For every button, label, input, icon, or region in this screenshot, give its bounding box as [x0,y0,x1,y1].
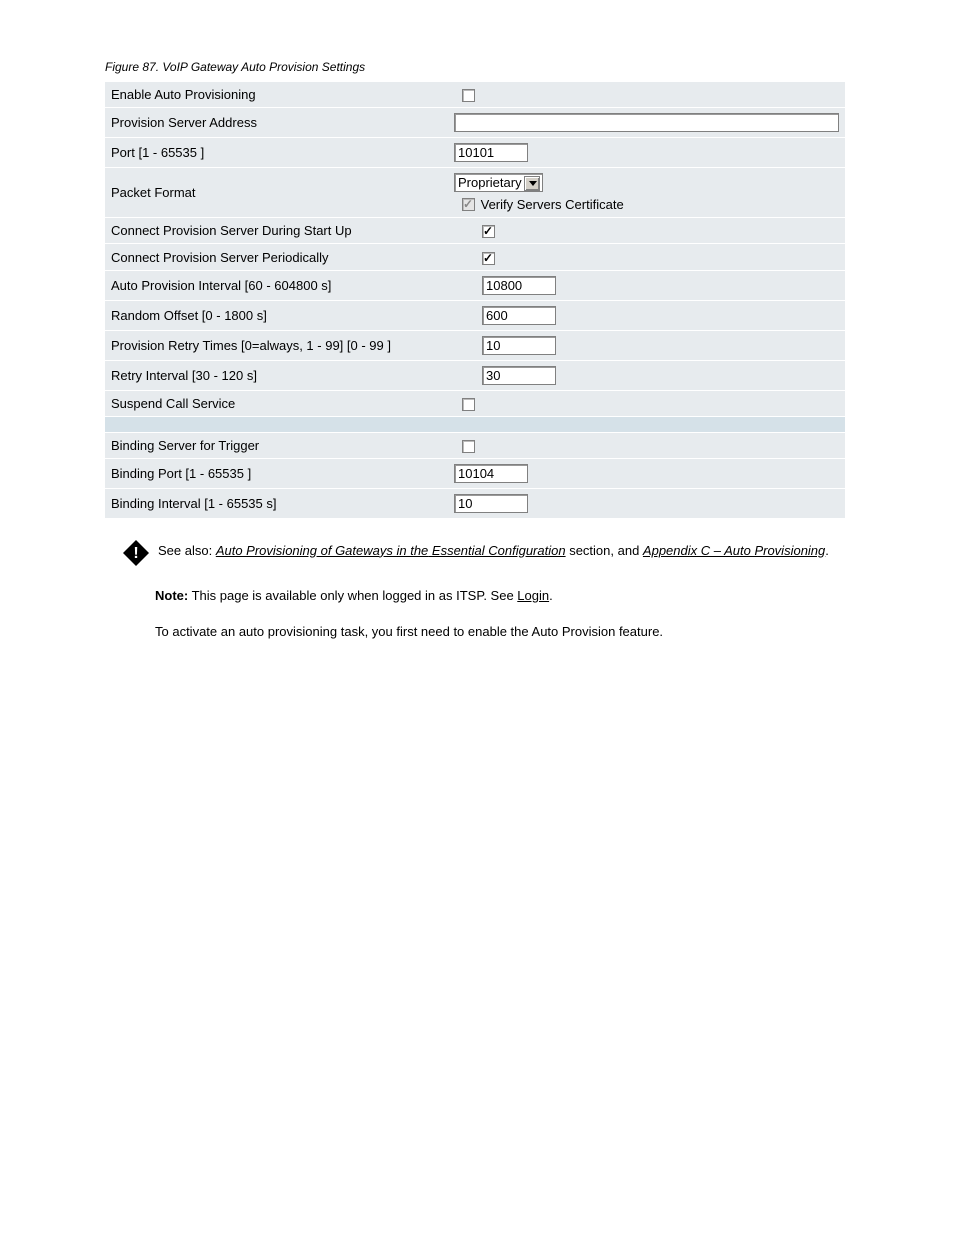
row-retry-interval: Retry Interval [30 - 120 s] [105,360,845,390]
see-also-suffix: . [825,543,829,558]
label-packet-format: Packet Format [105,168,454,218]
label-binding-port: Binding Port [1 - 65535 ] [105,458,454,488]
svg-text:!: ! [133,545,138,562]
select-packet-format-value: Proprietary [458,175,522,190]
label-enable-auto-provisioning: Enable Auto Provisioning [105,82,454,108]
row-suspend-call: Suspend Call Service [105,390,845,416]
label-provision-server-address: Provision Server Address [105,108,454,138]
row-binding-interval: Binding Interval [1 - 65535 s] [105,488,845,518]
label-binding-server: Binding Server for Trigger [105,432,454,458]
row-packet-format: Packet Format Proprietary Verify Servers… [105,168,845,218]
checkbox-connect-start-up[interactable] [482,225,495,238]
checkbox-binding-server[interactable] [462,440,475,453]
see-also-prefix: See also: [158,543,212,558]
label-connect-start-up: Connect Provision Server During Start Up [105,218,454,244]
input-random-offset[interactable] [482,306,556,325]
note-1: Note: This page is available only when l… [155,586,845,606]
row-binding-server: Binding Server for Trigger [105,432,845,458]
checkbox-suspend-call[interactable] [462,398,475,411]
checkbox-enable-auto-provisioning[interactable] [462,89,475,102]
checkbox-verify-certificate [462,198,475,211]
input-binding-port[interactable] [454,464,528,483]
see-also-middle: section, and [566,543,643,558]
label-retry-interval: Retry Interval [30 - 120 s] [105,360,454,390]
note-2: To activate an auto provisioning task, y… [155,622,845,642]
dropdown-arrow-icon [524,176,540,191]
note-1-suffix: . [549,588,553,603]
label-auto-provision-interval: Auto Provision Interval [60 - 604800 s] [105,270,454,300]
row-binding-port: Binding Port [1 - 65535 ] [105,458,845,488]
label-random-offset: Random Offset [0 - 1800 s] [105,300,454,330]
select-packet-format[interactable]: Proprietary [454,173,543,192]
input-retry-interval[interactable] [482,366,556,385]
row-provision-server-address: Provision Server Address [105,108,845,138]
row-enable-auto-provisioning: Enable Auto Provisioning [105,82,845,108]
row-connect-periodically: Connect Provision Server Periodically [105,244,845,270]
input-retry-times[interactable] [482,336,556,355]
row-auto-provision-interval: Auto Provision Interval [60 - 604800 s] [105,270,845,300]
label-retry-times: Provision Retry Times [0=always, 1 - 99]… [105,330,454,360]
note-1-link[interactable]: Login [517,588,549,603]
see-also-link-1[interactable]: Auto Provisioning of Gateways in the Ess… [216,543,566,558]
label-binding-interval: Binding Interval [1 - 65535 s] [105,488,454,518]
see-also-block: ! See also: Auto Provisioning of Gateway… [122,541,860,570]
provision-form-table: Enable Auto Provisioning Provision Serve… [105,82,845,519]
figure-caption: Figure 87. VoIP Gateway Auto Provision S… [105,60,904,74]
note-1-text: This page is available only when logged … [188,588,517,603]
spacer-row [105,416,845,432]
label-port: Port [1 - 65535 ] [105,138,454,168]
row-retry-times: Provision Retry Times [0=always, 1 - 99]… [105,330,845,360]
row-random-offset: Random Offset [0 - 1800 s] [105,300,845,330]
spacer-cell [105,416,845,432]
input-port[interactable] [454,143,528,162]
row-connect-start-up: Connect Provision Server During Start Up [105,218,845,244]
input-provision-server-address[interactable] [454,113,839,132]
label-suspend-call: Suspend Call Service [105,390,454,416]
label-verify-certificate: Verify Servers Certificate [481,197,624,212]
checkbox-connect-periodically[interactable] [482,252,495,265]
input-auto-provision-interval[interactable] [482,276,556,295]
label-connect-periodically: Connect Provision Server Periodically [105,244,454,270]
see-also-link-2[interactable]: Appendix C – Auto Provisioning [643,543,825,558]
input-binding-interval[interactable] [454,494,528,513]
note-1-label: Note: [155,588,188,603]
see-also-text: See also: Auto Provisioning of Gateways … [158,541,829,561]
important-icon: ! [122,539,150,570]
row-port: Port [1 - 65535 ] [105,138,845,168]
